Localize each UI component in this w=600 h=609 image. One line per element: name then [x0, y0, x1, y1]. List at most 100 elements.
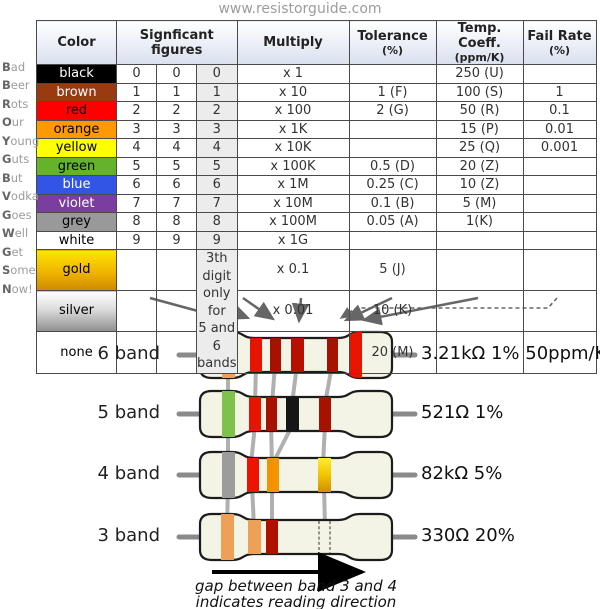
mnemonic-violet: Vodka [2, 189, 39, 204]
color-code-table: Color Signficant figures Multiply Tolerance… [36, 20, 597, 374]
footer-note-line1: gap between band 3 and 4 [195, 577, 397, 595]
multiply-cell: x 100 [236, 101, 350, 121]
digit3-cell: 8 [196, 212, 238, 232]
table-row-red: red 2 2 2 x 100 2 (G) 50 (R) 0.1 [36, 101, 597, 121]
band-connector-lines [225, 364, 334, 528]
resistor-value-label: 521Ω 1% [421, 402, 504, 423]
temp-coeff-cell: 100 (S) [435, 82, 524, 102]
mnemonic-blue: But [2, 170, 23, 185]
band-brown [266, 520, 278, 554]
digit2-cell: 9 [156, 230, 197, 250]
digit2-cell: 3 [156, 119, 197, 139]
temp-coeff-cell: 250 (U) [435, 64, 524, 84]
multiply-cell: x 100M [236, 212, 350, 232]
digit2-cell: 5 [156, 156, 197, 176]
column-header-significant-figures: Signficant figures [116, 20, 238, 65]
band-gold [318, 458, 331, 492]
digit1-cell: 4 [116, 138, 157, 158]
digit1-cell [116, 248, 157, 292]
multiply-cell: x 10K [236, 138, 350, 158]
color-swatch-green: green [36, 156, 117, 176]
multiply-cell: x 10M [236, 193, 350, 213]
mnemonic-yellow: Young [2, 133, 40, 148]
multiply-cell [236, 331, 350, 374]
fail-rate-cell: 0.1 [522, 101, 597, 121]
table-row-yellow: yellow 4 4 4 x 10K 25 (Q) 0.001 [36, 138, 597, 158]
footer-note-line2: indicates reading direction [195, 593, 397, 609]
mnemonic-orange: Our [2, 115, 24, 130]
mnemonic-brown: Beer [2, 78, 30, 93]
temp-coeff-cell: 25 (Q) [435, 138, 524, 158]
tolerance-cell: 10 (K) [348, 290, 437, 333]
temp-coeff-cell: 15 (P) [435, 119, 524, 139]
resistor-5-band [176, 389, 418, 439]
digit2-cell [156, 290, 197, 333]
digit3-cell: 1 [196, 82, 238, 102]
table-row-none: none 20 (M) [36, 331, 597, 374]
digit1-cell [116, 290, 157, 333]
tolerance-cell: 0.05 (A) [348, 212, 437, 232]
temp-coeff-cell: 10 (Z) [435, 175, 524, 195]
digit3-cell: 5 [196, 156, 238, 176]
tolerance-cell [348, 230, 437, 250]
tolerance-cell [348, 119, 437, 139]
mnemonic-black: Bad [2, 60, 26, 74]
digit3-cell: 0 [196, 64, 238, 84]
temp-coeff-cell: 1(K) [435, 212, 524, 232]
digit1-cell: 7 [116, 193, 157, 213]
digit2-cell: 0 [156, 64, 197, 84]
color-swatch-orange: orange [36, 119, 117, 139]
mnemonic-grey: Goes [2, 207, 32, 222]
temp-coeff-cell: 50 (R) [435, 101, 524, 121]
table-row-orange: orange 3 3 3 x 1K 15 (P) 0.01 [36, 119, 597, 139]
fail-rate-cell [522, 212, 597, 232]
multiply-cell: x 100K [236, 156, 350, 176]
digit3-cell: 9 [196, 230, 238, 250]
band-brown [319, 397, 331, 431]
color-swatch-black: black [36, 64, 117, 84]
color-swatch-blue: blue [36, 175, 117, 195]
column-header-temp: Temp. Coeff. (ppm/K) [435, 20, 524, 65]
digit3-cell: 4 [196, 138, 238, 158]
temp-coeff-cell: 5 (M) [435, 193, 524, 213]
resistor-4-band [176, 450, 418, 500]
resistor-value-label: 330Ω 20% [421, 525, 515, 546]
site-title: www.resistorguide.com [218, 1, 382, 17]
fail-rate-cell [522, 331, 597, 374]
color-swatch-yellow: yellow [36, 138, 117, 158]
temp-coeff-cell: 20 (Z) [435, 156, 524, 176]
temp-coeff-cell [435, 248, 524, 292]
band-orange [221, 514, 234, 560]
mnemonic-white: Well [2, 226, 29, 241]
digit3-cell: 3 [196, 119, 238, 139]
digit1-cell [116, 331, 157, 374]
fail-rate-cell [522, 175, 597, 195]
column-header-color: Color [36, 20, 117, 65]
temp-coeff-cell [435, 290, 524, 333]
resistor-count-label: 3 band [97, 525, 160, 546]
digit1-cell: 8 [116, 212, 157, 232]
digit2-cell: 8 [156, 212, 197, 232]
table-row-violet: violet 7 7 7 x 10M 0.1 (B) 5 (M) [36, 193, 597, 213]
band-red [249, 397, 261, 431]
fail-rate-cell [522, 64, 597, 84]
column-header-tolerance: Tolerance (%) [348, 20, 437, 65]
color-swatch-red: red [36, 101, 117, 121]
band-black [286, 397, 299, 431]
multiply-cell: x 1G [236, 230, 350, 250]
multiply-cell: x 1 [236, 64, 350, 84]
column-header-multiply: Multiply [236, 20, 350, 65]
table-row-black: black 0 0 0 x 1 250 (U) [36, 64, 597, 84]
band-grey [222, 452, 235, 498]
resistor-count-label: 6 band [97, 343, 160, 364]
digit1-cell: 9 [116, 230, 157, 250]
tolerance-cell: 0.5 (D) [348, 156, 437, 176]
resistor-value-label: 82kΩ 5% [421, 463, 503, 484]
table-row-green: green 5 5 5 x 100K 0.5 (D) 20 (Z) [36, 156, 597, 176]
mnemonic-gold: Get [2, 244, 24, 259]
color-swatch-grey: grey [36, 212, 117, 232]
digit2-cell: 1 [156, 82, 197, 102]
digit1-cell: 5 [116, 156, 157, 176]
digit1-cell: 0 [116, 64, 157, 84]
